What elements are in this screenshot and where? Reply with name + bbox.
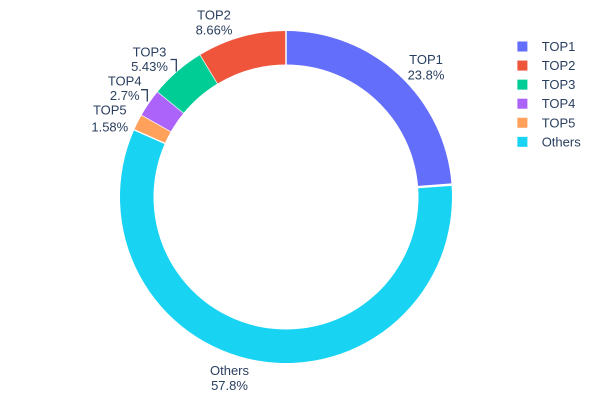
svg-text:TOP1: TOP1 xyxy=(409,52,443,67)
svg-text:TOP5: TOP5 xyxy=(542,115,576,130)
svg-text:1.58%: 1.58% xyxy=(91,120,128,135)
svg-text:TOP4: TOP4 xyxy=(108,74,142,89)
svg-text:TOP4: TOP4 xyxy=(542,96,576,111)
svg-text:TOP2: TOP2 xyxy=(542,58,576,73)
svg-text:TOP3: TOP3 xyxy=(542,77,576,92)
svg-text:TOP3: TOP3 xyxy=(133,45,167,60)
svg-text:TOP1: TOP1 xyxy=(542,39,576,54)
svg-text:Others: Others xyxy=(210,363,250,378)
svg-text:8.66%: 8.66% xyxy=(196,23,233,38)
svg-text:23.8%: 23.8% xyxy=(408,67,445,82)
svg-text:2.7%: 2.7% xyxy=(110,88,140,103)
svg-text:TOP5: TOP5 xyxy=(93,103,127,118)
svg-text:57.8%: 57.8% xyxy=(211,378,248,393)
svg-text:Others: Others xyxy=(542,134,582,149)
svg-text:5.43%: 5.43% xyxy=(131,59,168,74)
svg-text:TOP2: TOP2 xyxy=(197,7,231,22)
